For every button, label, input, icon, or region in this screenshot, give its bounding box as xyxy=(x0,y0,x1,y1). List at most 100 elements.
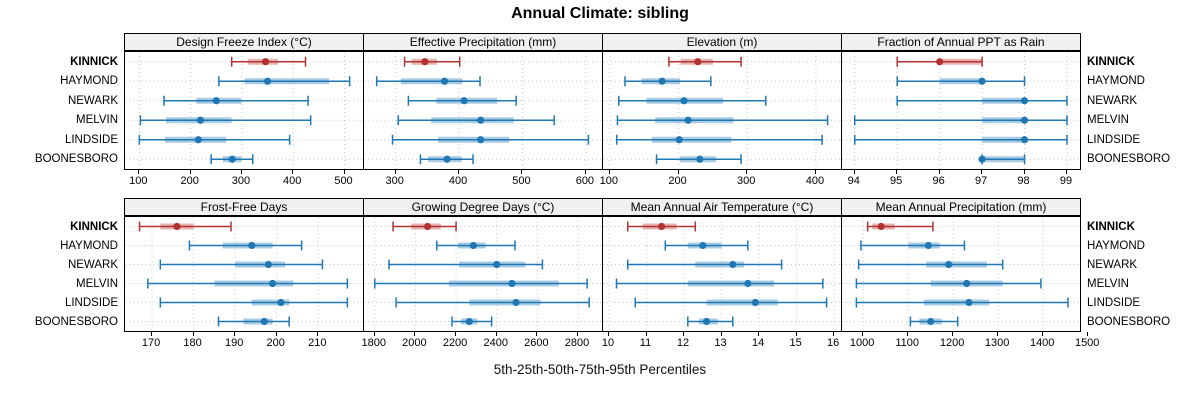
axis-tick xyxy=(495,332,497,336)
station-label-right: MELVIN xyxy=(1087,114,1129,127)
panel-x-axis: 94 95 96 97 98 99 xyxy=(841,170,1080,192)
panel-canvas xyxy=(603,217,841,331)
median-dot xyxy=(493,260,501,269)
axis-tick-label: 94 xyxy=(847,175,860,187)
axis-tick xyxy=(536,332,538,336)
median-dot xyxy=(460,97,468,105)
axis-tick xyxy=(1087,332,1089,336)
median-dot xyxy=(260,317,268,326)
panel-strip-title: Elevation (m) xyxy=(602,33,842,51)
station-label-right: LINDSIDE xyxy=(1087,296,1141,309)
axis-tick xyxy=(746,170,748,174)
axis-tick-label: 15 xyxy=(789,337,802,349)
axis-tick xyxy=(608,170,610,174)
station-label-left: KINNICK xyxy=(70,220,118,233)
axis-tick-label: 400 xyxy=(805,175,825,187)
station-label-left: BOONESBORO xyxy=(34,315,118,328)
axis-tick-label: 300 xyxy=(231,175,251,187)
median-dot xyxy=(1020,136,1029,144)
panel-canvas xyxy=(364,217,602,331)
median-dot xyxy=(680,97,688,105)
axis-tick-label: 1300 xyxy=(984,337,1010,349)
axis-tick xyxy=(683,332,685,336)
axis-tick-label: 180 xyxy=(183,337,202,349)
axis-tick-label: 14 xyxy=(751,337,765,349)
station-label-right: LINDSIDE xyxy=(1087,133,1141,146)
panel-strip-title: Frost-Free Days xyxy=(124,198,364,216)
axis-tick xyxy=(292,170,294,174)
axis-tick-label: 1000 xyxy=(849,337,875,349)
axis-tick xyxy=(1065,170,1067,174)
axis-tick xyxy=(997,332,999,336)
axis-tick-label: 98 xyxy=(1017,175,1030,187)
median-dot xyxy=(877,222,885,231)
axis-tick xyxy=(577,332,578,336)
axis-tick xyxy=(234,332,236,336)
panel-plot xyxy=(602,216,842,332)
axis-tick-label: 200 xyxy=(266,337,285,349)
axis-tick-label: 2600 xyxy=(524,337,549,349)
median-dot xyxy=(978,155,986,163)
median-dot xyxy=(196,116,204,124)
panel-plot xyxy=(841,51,1081,170)
station-label-right: NEWARK xyxy=(1087,258,1138,271)
station-label-right: BOONESBORO xyxy=(1087,315,1171,328)
station-label-right: KINNICK xyxy=(1087,55,1135,68)
panel-canvas xyxy=(842,217,1080,331)
median-dot xyxy=(936,58,944,66)
axis-tick xyxy=(795,332,797,336)
axis-tick-label: 100 xyxy=(599,175,619,187)
panel-x-axis: 10 11 12 13 14 15 16 xyxy=(602,332,841,354)
axis-tick-label: 100 xyxy=(129,175,148,187)
panel-plot xyxy=(124,51,364,170)
axis-tick xyxy=(458,170,460,174)
axis-tick xyxy=(1023,170,1025,174)
axis-tick xyxy=(645,332,647,336)
median-dot xyxy=(945,260,953,269)
axis-tick xyxy=(343,170,345,174)
median-dot xyxy=(477,136,485,144)
axis-tick xyxy=(758,332,760,336)
panel-strip-title: Growing Degree Days (°C) xyxy=(363,198,603,216)
station-label-left: MELVIN xyxy=(76,114,118,127)
axis-tick-label: 210 xyxy=(308,337,327,349)
median-dot xyxy=(268,279,277,288)
median-dot xyxy=(248,241,256,250)
median-dot xyxy=(443,155,451,163)
station-label-right: MELVIN xyxy=(1087,277,1129,290)
axis-tick-label: 190 xyxy=(224,337,244,349)
median-dot xyxy=(699,241,707,250)
axis-tick-label: 95 xyxy=(890,175,903,187)
axis-tick xyxy=(720,332,722,336)
panel-x-axis: 100 200 300 400 500 xyxy=(124,170,363,192)
axis-tick xyxy=(938,170,940,174)
panel-x-axis: 300 400 500 600 xyxy=(363,170,602,192)
axis-tick-label: 200 xyxy=(668,175,687,187)
station-label-left: KINNICK xyxy=(70,55,118,68)
panel-canvas xyxy=(842,52,1080,169)
median-dot xyxy=(1020,97,1029,105)
panel-plot xyxy=(602,51,842,170)
axis-tick xyxy=(981,170,983,174)
station-label-left: MELVIN xyxy=(76,277,118,290)
axis-tick-label: 96 xyxy=(932,175,945,187)
median-dot xyxy=(675,136,683,144)
station-label-left: LINDSIDE xyxy=(64,296,118,309)
axis-tick xyxy=(317,332,319,336)
axis-tick-label: 500 xyxy=(512,175,531,187)
axis-tick xyxy=(814,170,816,174)
axis-tick-label: 99 xyxy=(1059,175,1073,187)
axis-tick-label: 1400 xyxy=(1029,337,1055,349)
panel-strip-title: Mean Annual Precipitation (mm) xyxy=(841,198,1081,216)
median-dot xyxy=(264,260,272,269)
median-dot xyxy=(963,279,971,288)
median-dot xyxy=(194,136,202,144)
axis-tick-label: 1800 xyxy=(361,337,387,349)
panel-strip-title: Effective Precipitation (mm) xyxy=(363,33,603,51)
median-dot xyxy=(421,58,429,66)
axis-tick xyxy=(862,332,864,336)
panel-canvas xyxy=(125,52,363,169)
median-dot xyxy=(658,77,666,85)
axis-tick-label: 300 xyxy=(737,175,756,187)
